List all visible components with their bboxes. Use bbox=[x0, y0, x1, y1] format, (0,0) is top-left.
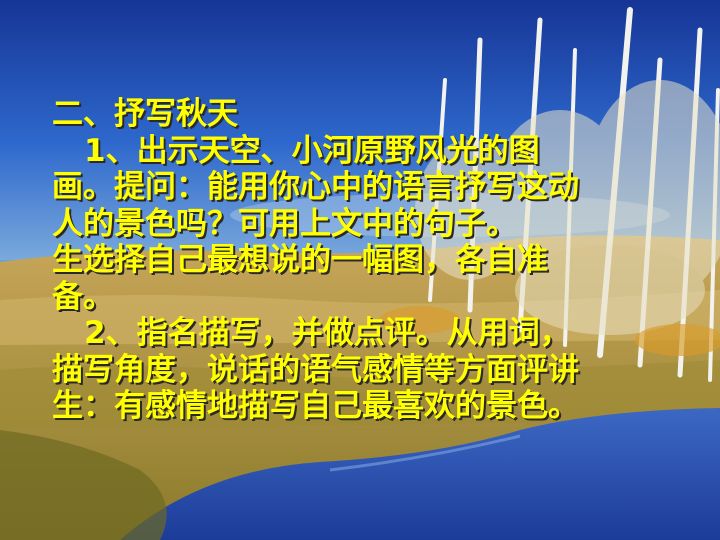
paragraph-2-line-3: 生：有感情地描写自己最喜欢的景色。 bbox=[52, 388, 579, 424]
heading: 二、抒写秋天 bbox=[52, 96, 238, 132]
river-ripple bbox=[329, 434, 521, 472]
slide-text: 二、抒写秋天 1、出示天空、小河原野风光的图 画。提问：能用你心中的语言抒写这动… bbox=[52, 96, 682, 425]
paragraph-1-line-1: 1、出示天空、小河原野风光的图 bbox=[84, 132, 540, 169]
paragraph-2-line-1: 2、指名描写，并做点评。从用词， bbox=[84, 315, 571, 351]
river bbox=[120, 408, 720, 540]
paragraph-2-line-2: 描写角度，说话的语气感情等方面评讲 bbox=[52, 351, 579, 388]
paragraph-1-line-3: 人的景色吗？可用上文中的句子。 bbox=[52, 205, 517, 242]
grass-band bbox=[0, 360, 720, 430]
golden-shrubs bbox=[380, 306, 720, 356]
paragraph-1-line-2: 画。提问：能用你心中的语言抒写这动 bbox=[52, 169, 579, 205]
paragraph-1-line-4: 生选择自己最想说的一幅图，各自准 bbox=[52, 242, 548, 278]
riverbank-grass bbox=[0, 430, 167, 540]
birch-foliage bbox=[415, 80, 720, 335]
paragraph-1-line-5: 备。 bbox=[52, 278, 114, 315]
